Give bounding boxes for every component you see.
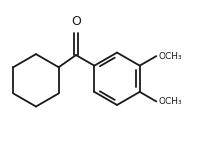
Text: OCH₃: OCH₃ (158, 97, 182, 106)
Text: OCH₃: OCH₃ (158, 52, 182, 61)
Text: O: O (71, 15, 81, 28)
